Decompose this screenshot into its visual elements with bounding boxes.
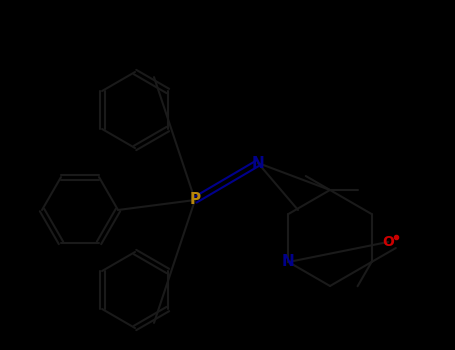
Text: P: P — [189, 193, 201, 208]
Text: O: O — [382, 235, 394, 249]
Text: N: N — [252, 155, 264, 170]
Text: N: N — [282, 254, 295, 270]
